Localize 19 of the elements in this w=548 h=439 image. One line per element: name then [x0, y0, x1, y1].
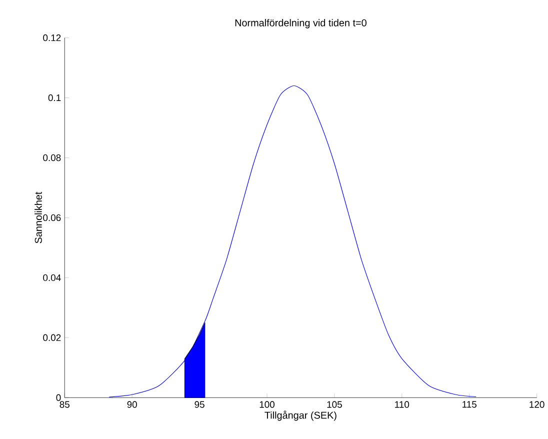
y-tick-label: 0.1 [48, 94, 61, 101]
chart-title: Normalfördelning vid tiden t=0 [235, 18, 366, 28]
x-tick-label: 120 [530, 400, 544, 408]
x-tick-label: 95 [194, 400, 204, 408]
y-tick-label: 0.06 [43, 214, 61, 221]
y-tick-label: 0.04 [43, 274, 61, 281]
x-tick-label: 85 [60, 400, 70, 408]
x-tick-label: 100 [260, 400, 274, 408]
y-axis-title: Sannolikhet [34, 192, 42, 244]
x-tick-label: 110 [395, 400, 410, 408]
x-axis-title: Tillgångar (SEK) [264, 410, 336, 421]
x-tick-label: 115 [462, 400, 477, 408]
y-tick-label: 0.02 [43, 334, 61, 341]
y-tick-label: 0 [56, 394, 61, 401]
x-tick-label: 90 [127, 400, 137, 408]
line-series [108, 85, 476, 398]
y-tick-label: 0.12 [43, 34, 61, 41]
x-tick-label: 105 [327, 400, 342, 408]
y-tick-label: 0.08 [43, 154, 61, 161]
